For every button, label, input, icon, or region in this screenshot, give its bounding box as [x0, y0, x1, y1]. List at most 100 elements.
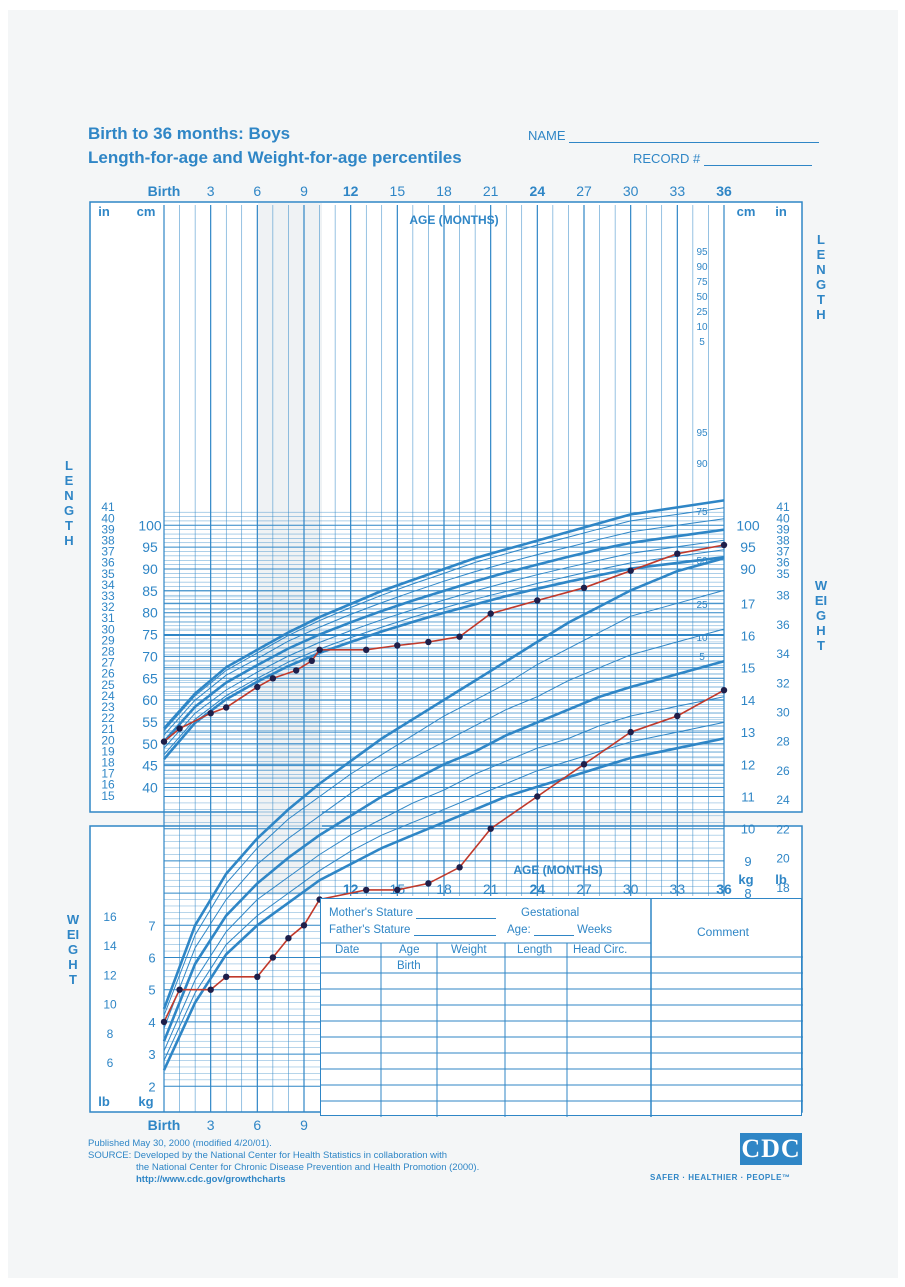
cm-tick-left: 50: [142, 736, 158, 752]
age-tick-top: 27: [576, 183, 592, 199]
in-tick-left: 32: [101, 600, 115, 614]
weight-measurement-point: [176, 986, 183, 993]
in-tick-left: 40: [101, 511, 115, 525]
age-tick-mid: 33: [670, 881, 686, 897]
in-tick-left: 15: [101, 789, 115, 803]
in-tick-left: 19: [101, 744, 115, 758]
cm-tick-right: 90: [740, 561, 756, 577]
unit-cm-left: cm: [137, 204, 156, 219]
in-tick-right: 38: [776, 534, 790, 548]
lb-tick-right: 20: [776, 852, 790, 866]
lb-tick-right: 30: [776, 706, 790, 720]
cdc-logo: CDC: [740, 1133, 802, 1165]
record-field[interactable]: RECORD #: [633, 151, 812, 166]
footer-published: Published May 30, 2000 (modified 4/20/01…: [88, 1138, 272, 1149]
cm-tick-left: 75: [142, 627, 158, 643]
in-tick-left: 16: [101, 778, 115, 792]
length-measurement-point: [534, 597, 541, 604]
length-measurement-point: [487, 610, 494, 617]
length-measurement-point: [269, 675, 277, 682]
cm-tick-left: 60: [142, 692, 158, 708]
kg-tick-right: 10: [741, 822, 755, 837]
gestational-age[interactable]: Age: Weeks: [507, 924, 612, 936]
cm-tick-right: 100: [736, 517, 760, 533]
weight-side-label-left: WEIGHT: [66, 912, 80, 987]
lb-tick-left: 8: [107, 1027, 114, 1041]
length-side-text-left: LENGTH: [63, 458, 75, 548]
paper-shading: [258, 203, 322, 895]
comment-header: Comment: [697, 925, 750, 939]
fathers-stature[interactable]: Father's Stature: [329, 924, 496, 936]
weight-measurement-point: [674, 712, 681, 720]
weight-percentile-label: 10: [696, 633, 708, 644]
in-tick-right: 39: [776, 522, 790, 536]
in-tick-left: 28: [101, 645, 115, 659]
in-tick-left: 20: [101, 733, 115, 747]
length-percentile-95: [163, 499, 725, 730]
in-tick-left: 36: [101, 556, 115, 570]
length-percentile-75: [163, 518, 725, 736]
weight-percentile-50: [162, 660, 725, 1042]
unit-in-left: in: [98, 204, 110, 219]
in-tick-left: 22: [101, 711, 115, 725]
in-tick-left: 39: [101, 522, 115, 536]
cdc-tagline: SAFER · HEALTHIER · PEOPLE™: [650, 1173, 791, 1182]
unit-in-right: in: [775, 204, 787, 219]
length-measurement-point: [316, 646, 323, 653]
in-tick-left: 34: [101, 578, 115, 592]
length-measurement-point: [674, 550, 681, 557]
weight-side-text-left: WEIGHT: [66, 912, 80, 987]
kg-tick-left: 2: [148, 1079, 155, 1094]
lb-tick-left: 6: [107, 1056, 114, 1070]
cm-tick-left: 80: [142, 605, 158, 621]
footer-url[interactable]: http://www.cdc.gov/growthcharts: [88, 1174, 479, 1186]
weight-measurement-point: [534, 793, 541, 800]
in-tick-left: 17: [101, 767, 115, 781]
weight-percentile-90: [163, 589, 725, 1016]
in-tick-left: 29: [101, 633, 115, 647]
weight-percentile-label: 25: [696, 600, 708, 611]
name-field[interactable]: NAME: [528, 128, 820, 143]
footer-source: SOURCE: Developed by the National Center…: [88, 1150, 448, 1161]
mothers-stature[interactable]: Mother's Stature: [329, 907, 497, 919]
kg-tick-left: 3: [148, 1047, 155, 1062]
weight-measurement-point: [269, 954, 277, 961]
length-measurement-point: [580, 584, 588, 591]
lb-tick-left: 16: [103, 910, 117, 924]
kg-tick-right: 8: [744, 886, 751, 901]
chart-title: Birth to 36 months: Boys: [88, 124, 291, 143]
age-tick-mid: 21: [483, 881, 499, 897]
weight-measurement-point: [207, 986, 214, 993]
weight-measurement-point: [720, 687, 728, 694]
weight-measurement-point: [580, 761, 588, 768]
unit-lb-right: lb: [775, 872, 787, 887]
kg-tick-right: 9: [744, 854, 751, 869]
length-measurement-point: [293, 667, 300, 674]
cm-tick-left: 40: [142, 780, 158, 796]
unit-kg-right: kg: [738, 872, 753, 887]
age-tick-mid: 30: [623, 881, 639, 897]
kg-tick-right: 15: [741, 661, 755, 676]
length-measurement-point: [627, 567, 634, 574]
footer-source-cont: the National Center for Chronic Disease …: [136, 1162, 480, 1173]
cm-tick-left: 85: [142, 583, 158, 599]
length-measurement-point: [308, 657, 315, 664]
cm-tick-left: 70: [142, 648, 158, 664]
col-weight-header: Weight: [451, 944, 487, 956]
lb-tick-right: 36: [776, 618, 790, 632]
weight-percentile-label: 95: [696, 428, 708, 439]
age-tick-top: 36: [716, 183, 732, 199]
weight-measurement-point: [254, 973, 261, 980]
gestational-age-label: Age:: [507, 924, 531, 936]
record-label: RECORD #: [633, 151, 701, 166]
col-date-header: Date: [335, 944, 360, 956]
in-tick-left: 21: [101, 722, 115, 736]
in-tick-right: 40: [776, 511, 790, 525]
weight-percentile-label: 5: [699, 652, 705, 663]
fathers-stature-label: Father's Stature: [329, 924, 411, 936]
kg-tick-right: 11: [741, 790, 755, 805]
col-length-header: Length: [517, 944, 553, 956]
cm-tick-left: 100: [138, 517, 162, 533]
weight-measurement-point: [456, 864, 463, 871]
in-tick-right: 41: [776, 500, 790, 514]
